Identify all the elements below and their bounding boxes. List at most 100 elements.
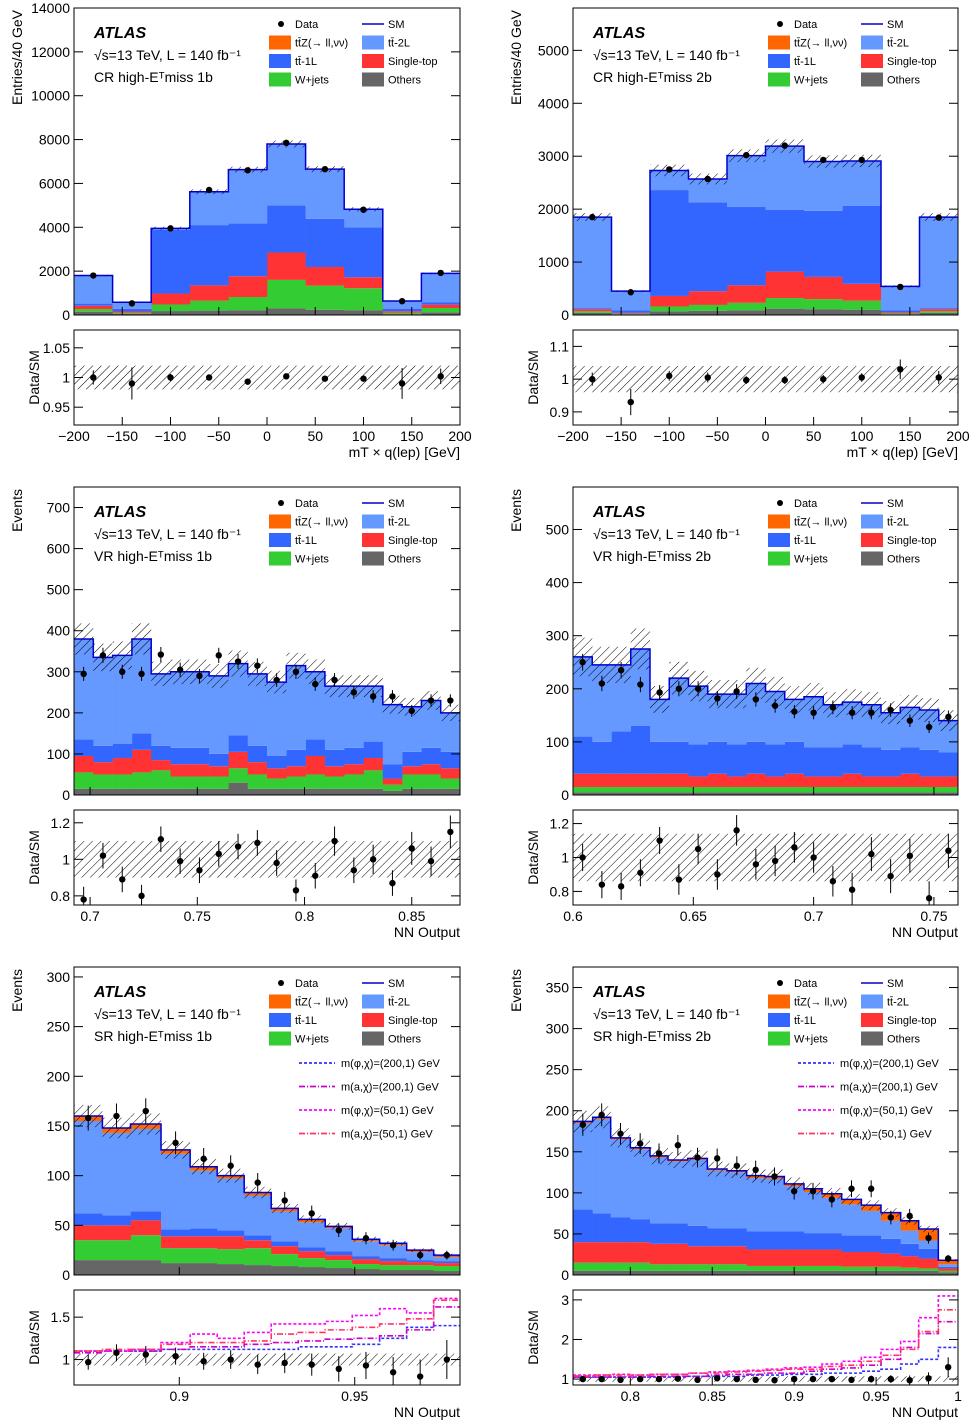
ratio-y-tick-label: 3	[561, 1292, 569, 1308]
ratio-uncertainty-band	[630, 833, 650, 882]
bar-single_top	[668, 1243, 688, 1265]
bar-tt1l	[433, 1261, 461, 1264]
y-tick-label: 100	[47, 1168, 71, 1184]
ratio-point	[172, 1352, 179, 1360]
bar-others	[217, 1264, 245, 1275]
legend-others-swatch	[362, 1031, 384, 1046]
y-axis-label: Events	[9, 489, 25, 532]
data-point	[283, 139, 290, 147]
bar-tt1l	[131, 733, 152, 750]
data-point	[858, 156, 865, 164]
ratio-point	[771, 1377, 778, 1384]
bar-single_top	[611, 312, 651, 314]
bar-wjets	[727, 787, 747, 793]
bar-others	[421, 788, 441, 795]
legend-ttz-swatch	[269, 514, 291, 529]
ratio-point	[331, 837, 338, 845]
y-tick-label: 350	[546, 980, 570, 996]
x-tick-label: 50	[307, 428, 323, 444]
ratio-signal-sig_phi50	[573, 1295, 958, 1376]
ratio-uncertainty-band	[611, 366, 650, 393]
bar-tt2l	[131, 638, 152, 734]
bar-wjets	[573, 311, 612, 313]
bar-tt2l	[244, 1195, 272, 1236]
data-point	[398, 297, 406, 305]
legend-wjets-label: W+jets	[794, 75, 828, 87]
legend-tt1l-swatch	[768, 1013, 790, 1027]
bar-others	[687, 1270, 708, 1275]
data-point	[281, 1197, 288, 1204]
ratio-axis-label: Data/SM	[525, 830, 541, 884]
legend-tt1l-swatch	[768, 533, 790, 547]
ratio-uncertainty-band	[382, 841, 403, 878]
ratio-point	[138, 892, 145, 900]
bar-single_top	[74, 1225, 103, 1241]
ratio-axis-label: Data/SM	[26, 350, 42, 404]
bar-tt2l	[324, 686, 345, 750]
ratio-point	[335, 1365, 342, 1373]
ratio-point	[598, 1375, 605, 1383]
ratio-point	[674, 1375, 682, 1382]
bar-wjets	[74, 772, 94, 789]
bar-others	[669, 792, 689, 795]
bar-wjets	[189, 300, 229, 311]
ratio-axis-label: Data/SM	[26, 1310, 42, 1364]
ratio-point	[369, 856, 377, 863]
bar-single_top	[189, 285, 229, 301]
bar-wjets	[784, 787, 805, 793]
bar-wjets	[841, 1266, 862, 1271]
y-tick-label: 250	[546, 1062, 570, 1078]
sm-line	[74, 143, 460, 304]
bar-others	[305, 788, 326, 795]
bar-others	[267, 788, 287, 795]
bar-tt1l	[324, 749, 345, 767]
bar-others	[271, 1266, 299, 1275]
legend-tt2l-swatch	[362, 35, 384, 50]
bar-wjets	[112, 312, 152, 314]
legend-data-label: Data	[794, 978, 818, 990]
bar-tt1l	[161, 1229, 191, 1237]
bar-single_top	[267, 768, 287, 779]
bar-ttz	[938, 1260, 959, 1265]
bar-wjets	[918, 1268, 939, 1271]
bar-single_top	[151, 760, 171, 771]
bar-others	[823, 792, 843, 795]
data-point	[771, 1173, 778, 1180]
ratio-y-tick-label: 0.9	[550, 404, 570, 420]
bar-tt2l	[727, 1172, 747, 1229]
ratio-uncertainty-band	[324, 841, 345, 878]
legend-ttz-label: tt̄Z(→ ll,νν)	[794, 37, 847, 49]
data-point	[99, 652, 107, 659]
bar-tt2l	[352, 1241, 380, 1257]
legend-tt1l-swatch	[269, 1013, 291, 1027]
ratio-uncertainty-band	[842, 833, 862, 882]
bar-wjets	[611, 313, 651, 315]
bar-wjets	[822, 1265, 842, 1271]
bar-wjets	[746, 787, 766, 793]
data-point	[637, 681, 644, 688]
bar-single_top	[804, 276, 843, 300]
bar-single_top	[190, 1236, 218, 1249]
bar-tt2l	[189, 671, 210, 748]
ratio-y-tick-label: 1.2	[51, 815, 71, 831]
ratio-point	[666, 372, 673, 380]
ratio-point	[589, 375, 596, 383]
ratio-point	[157, 836, 165, 843]
ratio-point	[128, 380, 136, 387]
legend-ttz-label: tt̄Z(→ ll,νν)	[295, 996, 348, 1008]
ratio-frame	[572, 1289, 959, 1386]
y-tick-label: 400	[47, 623, 71, 639]
data-point	[829, 704, 837, 711]
bar-tt1l	[267, 755, 287, 769]
ratio-y-tick-label: 1.05	[43, 340, 70, 356]
ratio-uncertainty-band	[131, 841, 152, 878]
main-frame	[572, 486, 959, 796]
bar-tt2l	[298, 1222, 326, 1248]
bar-single_top	[363, 758, 384, 771]
x-tick-label: 100	[850, 428, 874, 444]
ratio-point	[655, 1375, 663, 1383]
bar-wjets	[406, 1265, 434, 1271]
y-tick-label: 250	[47, 1019, 71, 1035]
bar-wjets	[130, 1235, 162, 1261]
